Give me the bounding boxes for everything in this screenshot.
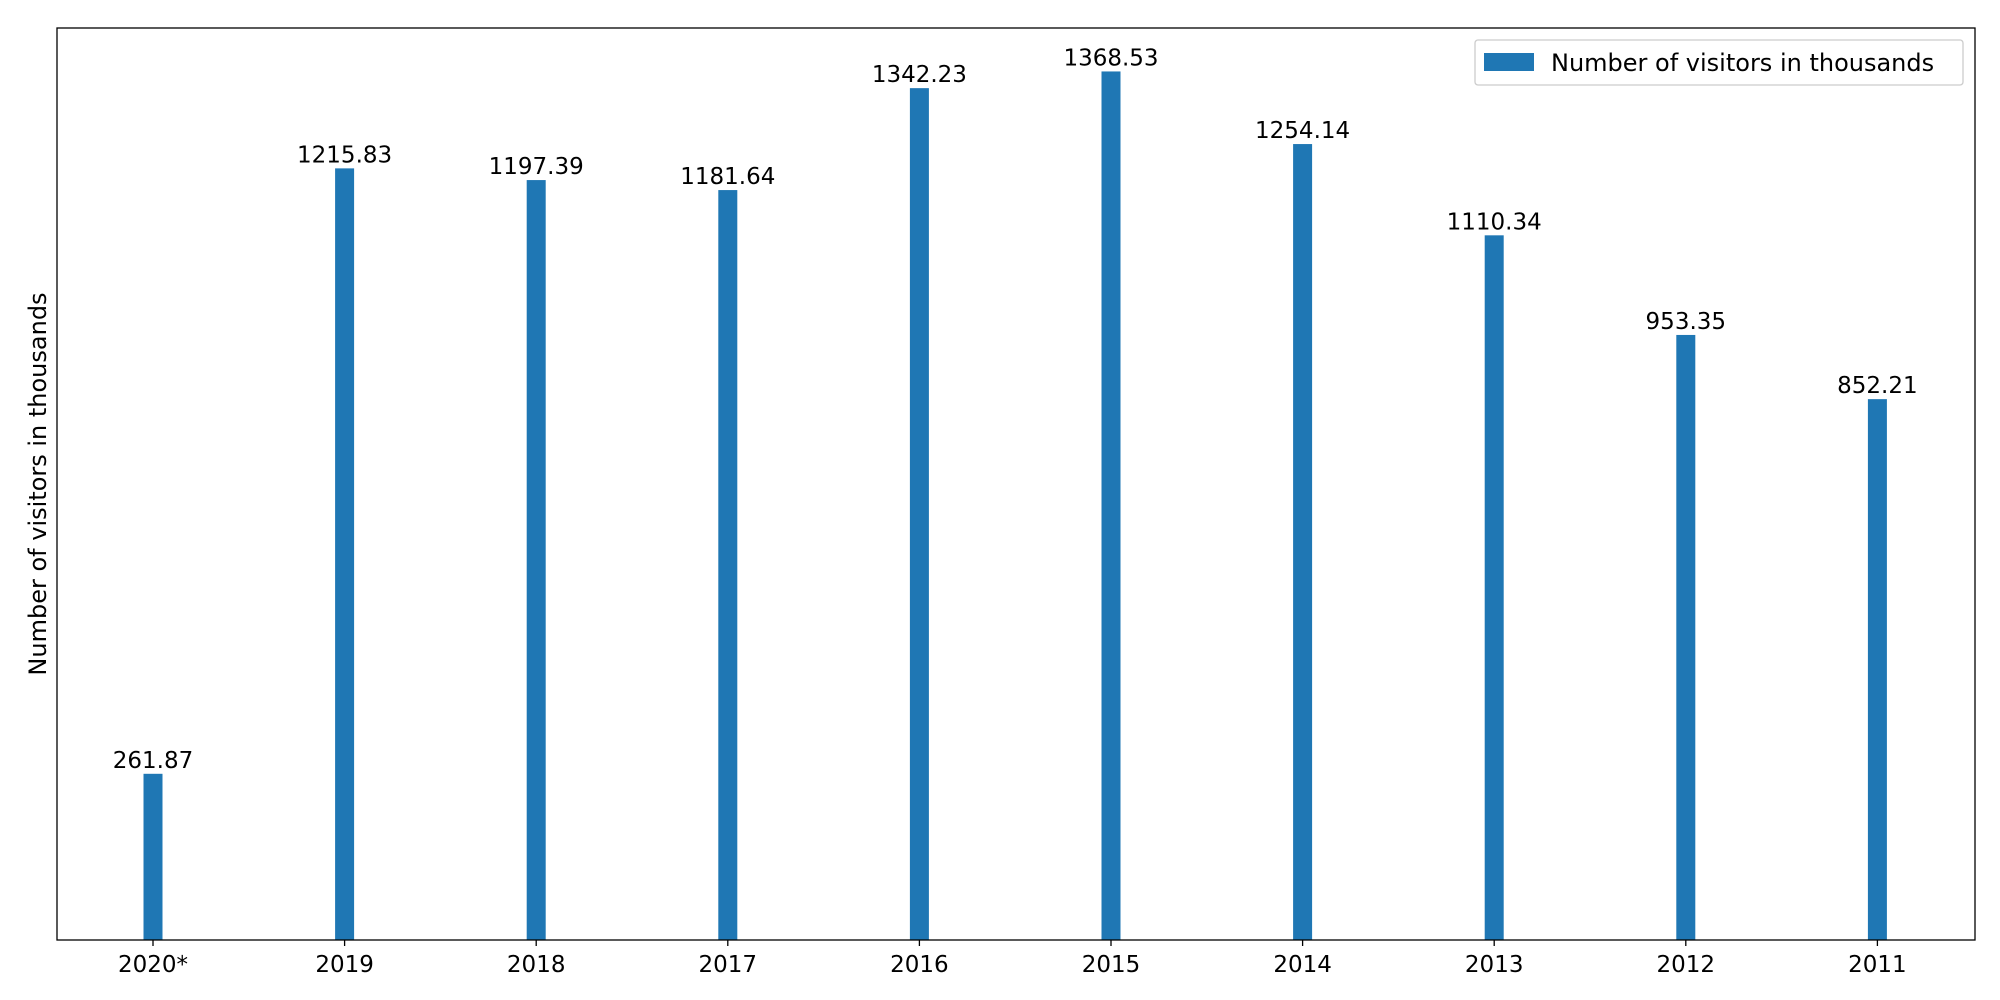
x-tick-label-2012: 2012 bbox=[1657, 952, 1716, 978]
value-label-2019: 1215.83 bbox=[297, 142, 392, 168]
value-label-2012: 953.35 bbox=[1646, 309, 1726, 335]
x-tick-label-2014: 2014 bbox=[1273, 952, 1332, 978]
bar-2018 bbox=[526, 180, 546, 940]
legend-swatch bbox=[1484, 53, 1534, 71]
bar-2011 bbox=[1867, 399, 1887, 940]
x-tick-label-2018: 2018 bbox=[507, 952, 566, 978]
plot-area-frame bbox=[56, 27, 1976, 941]
value-label-2018: 1197.39 bbox=[489, 154, 584, 180]
value-label-2020*: 261.87 bbox=[113, 748, 193, 774]
x-tick-label-2011: 2011 bbox=[1848, 952, 1907, 978]
bar-2017 bbox=[718, 190, 738, 940]
bar-2019 bbox=[335, 168, 355, 940]
value-labels-layer: 261.87 1215.83 1197.39 1181.64 1342.23 1368.5… bbox=[113, 45, 1918, 773]
x-tick-label-2015: 2015 bbox=[1082, 952, 1141, 978]
value-label-2016: 1342.23 bbox=[872, 62, 967, 88]
value-label-2014: 1254.14 bbox=[1255, 118, 1350, 144]
value-label-2017: 1181.64 bbox=[680, 164, 775, 190]
bar-2015 bbox=[1101, 71, 1121, 941]
x-tick-label-2013: 2013 bbox=[1465, 952, 1524, 978]
x-tick-label-2016: 2016 bbox=[890, 952, 949, 978]
legend-box bbox=[1474, 39, 1964, 86]
legend: Number of visitors in thousands bbox=[1474, 39, 1964, 86]
bar-2016 bbox=[909, 88, 929, 940]
bar-2014 bbox=[1293, 144, 1313, 941]
value-label-2015: 1368.53 bbox=[1063, 45, 1158, 71]
value-label-2011: 852.21 bbox=[1837, 373, 1917, 399]
y-axis-label: Number of visitors in thousands bbox=[24, 292, 52, 675]
x-axis-ticks: 2020* 2019 2018 2017 2016 2015 2014 2013 2012 201… bbox=[118, 940, 1907, 978]
bar-2020* bbox=[143, 773, 163, 940]
bars-layer bbox=[143, 71, 1887, 941]
x-tick-label-2019: 2019 bbox=[315, 952, 374, 978]
bar-2012 bbox=[1676, 334, 1696, 940]
x-tick-label-2017: 2017 bbox=[699, 952, 758, 978]
value-label-2013: 1110.34 bbox=[1447, 209, 1542, 235]
x-tick-label-2020*: 2020* bbox=[118, 952, 188, 978]
bar-2013 bbox=[1484, 235, 1504, 940]
legend-entry-label: Number of visitors in thousands bbox=[1551, 49, 1934, 77]
